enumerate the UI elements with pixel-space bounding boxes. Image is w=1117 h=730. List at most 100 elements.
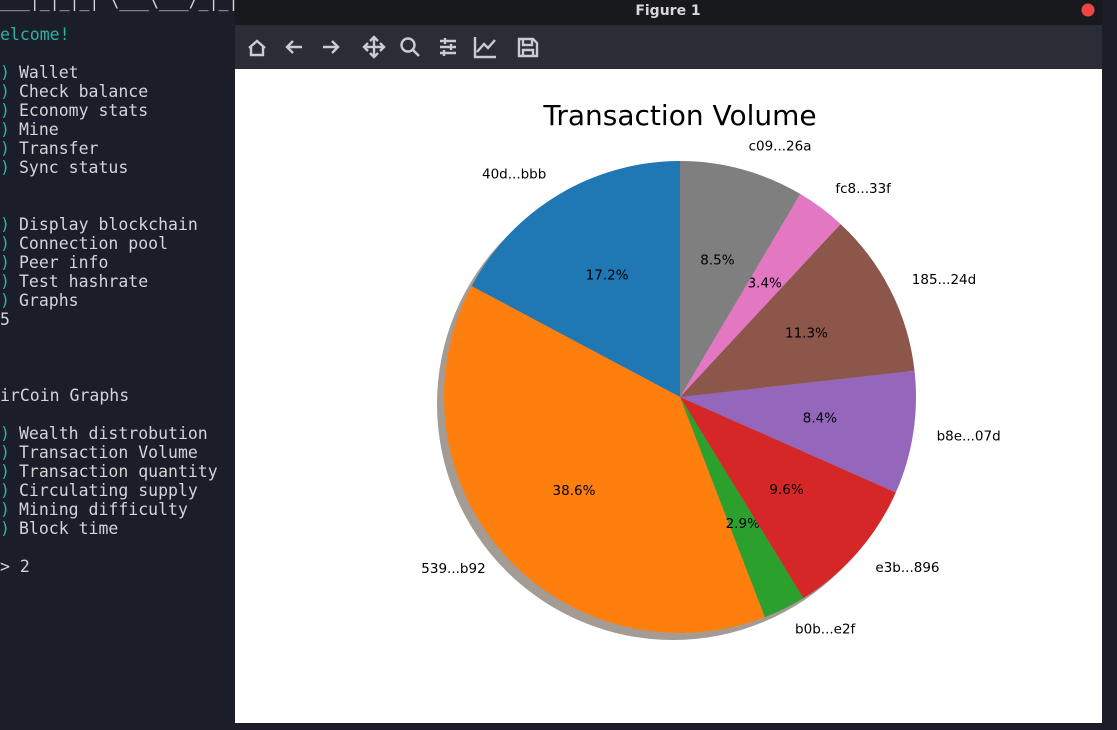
menu-item: Mining difficulty xyxy=(19,500,188,519)
menu-marker: ) xyxy=(0,253,10,272)
percent-label: 8.5% xyxy=(700,252,734,268)
menu-marker: ) xyxy=(0,120,10,139)
terminal-line: ) Transaction Volume xyxy=(0,443,198,462)
menu-item: Wealth distrobution xyxy=(19,424,208,443)
percent-label: 8.4% xyxy=(803,411,837,427)
menu-marker: ) xyxy=(0,82,10,101)
menu-marker: ) xyxy=(0,500,10,519)
pie-slice xyxy=(680,224,915,397)
menu-marker: ) xyxy=(0,101,10,120)
menu-item: Test hashrate xyxy=(19,272,148,291)
menu-marker: ) xyxy=(0,519,10,538)
menu-marker: ) xyxy=(0,63,10,82)
slice-label: 539...b92 xyxy=(421,561,485,577)
terminal-line: irCoin Graphs xyxy=(0,386,129,405)
pie-slice xyxy=(680,397,896,599)
menu-marker: ) xyxy=(0,443,10,462)
menu-marker: ) xyxy=(0,272,10,291)
menu-marker: ) xyxy=(0,291,10,310)
terminal-line: ) Transfer xyxy=(0,139,99,158)
slice-label: 185...24d xyxy=(912,272,976,288)
terminal-line: ) Economy stats xyxy=(0,101,148,120)
percent-label: 2.9% xyxy=(726,516,760,532)
terminal-line: ) Graphs xyxy=(0,291,79,310)
terminal-line: > 2 xyxy=(0,557,30,576)
toolbar-icons xyxy=(248,35,539,59)
terminal-text: 5 xyxy=(0,310,10,329)
menu-item: Sync status xyxy=(19,158,128,177)
menu-item: Display blockchain xyxy=(19,215,198,234)
menu-marker: ) xyxy=(0,234,10,253)
terminal-line: ) Sync status xyxy=(0,158,128,177)
terminal-line: ) Circulating supply xyxy=(0,481,198,500)
zoom-button[interactable] xyxy=(400,37,420,57)
menu-item: Connection pool xyxy=(19,234,168,253)
pan-button[interactable] xyxy=(362,35,386,59)
menu-item: Circulating supply xyxy=(19,481,198,500)
terminal-line: elcome! xyxy=(0,25,70,44)
terminal-line: 5 xyxy=(0,310,10,329)
percent-label: 38.6% xyxy=(553,483,596,499)
pie: 40d...bbb 17.2% 539...b92 38.6% b0b...e2f 2.9… xyxy=(421,139,1001,640)
terminal: ___|_|_|_| \___\___/_|_| elcome!) Wallet) C… xyxy=(0,0,238,576)
pie-slice xyxy=(443,286,765,634)
pie-slice xyxy=(680,397,804,618)
menu-marker: ) xyxy=(0,462,10,481)
slice-label: b0b...e2f xyxy=(795,622,856,638)
menu-item: Graphs xyxy=(19,291,79,310)
chart-title: Transaction Volume xyxy=(542,99,816,132)
window-title: Figure 1 xyxy=(635,3,700,19)
back-button[interactable] xyxy=(285,40,302,54)
terminal-line: ) Wallet xyxy=(0,63,79,82)
title-bar xyxy=(235,0,1102,25)
menu-item: Economy stats xyxy=(19,101,148,120)
menu-item: Transaction Volume xyxy=(19,443,198,462)
terminal-line: ) Check balance xyxy=(0,82,148,101)
menu-marker: ) xyxy=(0,424,10,443)
terminal-line: ) Connection pool xyxy=(0,234,168,253)
pie-slice xyxy=(680,193,841,397)
menu-item: Mine xyxy=(19,120,59,139)
menu-marker: ) xyxy=(0,215,10,234)
terminal-text: ___|_|_|_| \___\___/_|_| xyxy=(0,0,238,11)
axes-button[interactable] xyxy=(473,37,496,59)
slice-label: fc8...33f xyxy=(835,181,892,197)
percent-label: 17.2% xyxy=(586,268,629,284)
slice-label: e3b...896 xyxy=(875,560,939,576)
forward-button[interactable] xyxy=(323,40,340,54)
slice-label: c09...26a xyxy=(749,139,812,155)
percent-label: 11.3% xyxy=(785,325,828,341)
pie-slice xyxy=(680,161,801,397)
slice-label: b8e...07d xyxy=(937,428,1001,444)
terminal-line: ) Peer info xyxy=(0,253,108,272)
menu-item: Check balance xyxy=(19,82,148,101)
pie-slice xyxy=(680,370,916,493)
slice-label: 40d...bbb xyxy=(482,166,546,182)
terminal-text: > 2 xyxy=(0,557,30,576)
percent-label: 3.4% xyxy=(748,276,782,292)
terminal-line: ) Mine xyxy=(0,120,59,139)
menu-item: Transfer xyxy=(19,139,99,158)
terminal-line: ) Block time xyxy=(0,519,118,538)
save-button[interactable] xyxy=(517,37,539,58)
menu-marker: ) xyxy=(0,139,10,158)
close-button[interactable] xyxy=(1081,3,1095,17)
menu-item: Peer info xyxy=(19,253,108,272)
menu-marker: ) xyxy=(0,158,10,177)
terminal-line: ___|_|_|_| \___\___/_|_| xyxy=(0,0,238,11)
pie-slice xyxy=(471,161,680,397)
terminal-line: ) Transaction quantity xyxy=(0,462,218,481)
menu-marker: ) xyxy=(0,481,10,500)
menu-item: Transaction quantity xyxy=(19,462,218,481)
menu-item: Wallet xyxy=(19,63,79,82)
figure-window: Figure 1 Transaction Volume 40d...bbb 17.… xyxy=(235,0,1102,723)
terminal-text: irCoin Graphs xyxy=(0,386,129,405)
terminal-line: ) Wealth distrobution xyxy=(0,424,208,443)
home-button[interactable] xyxy=(248,39,266,57)
terminal-line: ) Mining difficulty xyxy=(0,500,188,519)
terminal-line: ) Display blockchain xyxy=(0,215,198,234)
terminal-text: elcome! xyxy=(0,25,70,44)
configure-button[interactable] xyxy=(440,38,456,56)
percent-label: 9.6% xyxy=(769,482,803,498)
